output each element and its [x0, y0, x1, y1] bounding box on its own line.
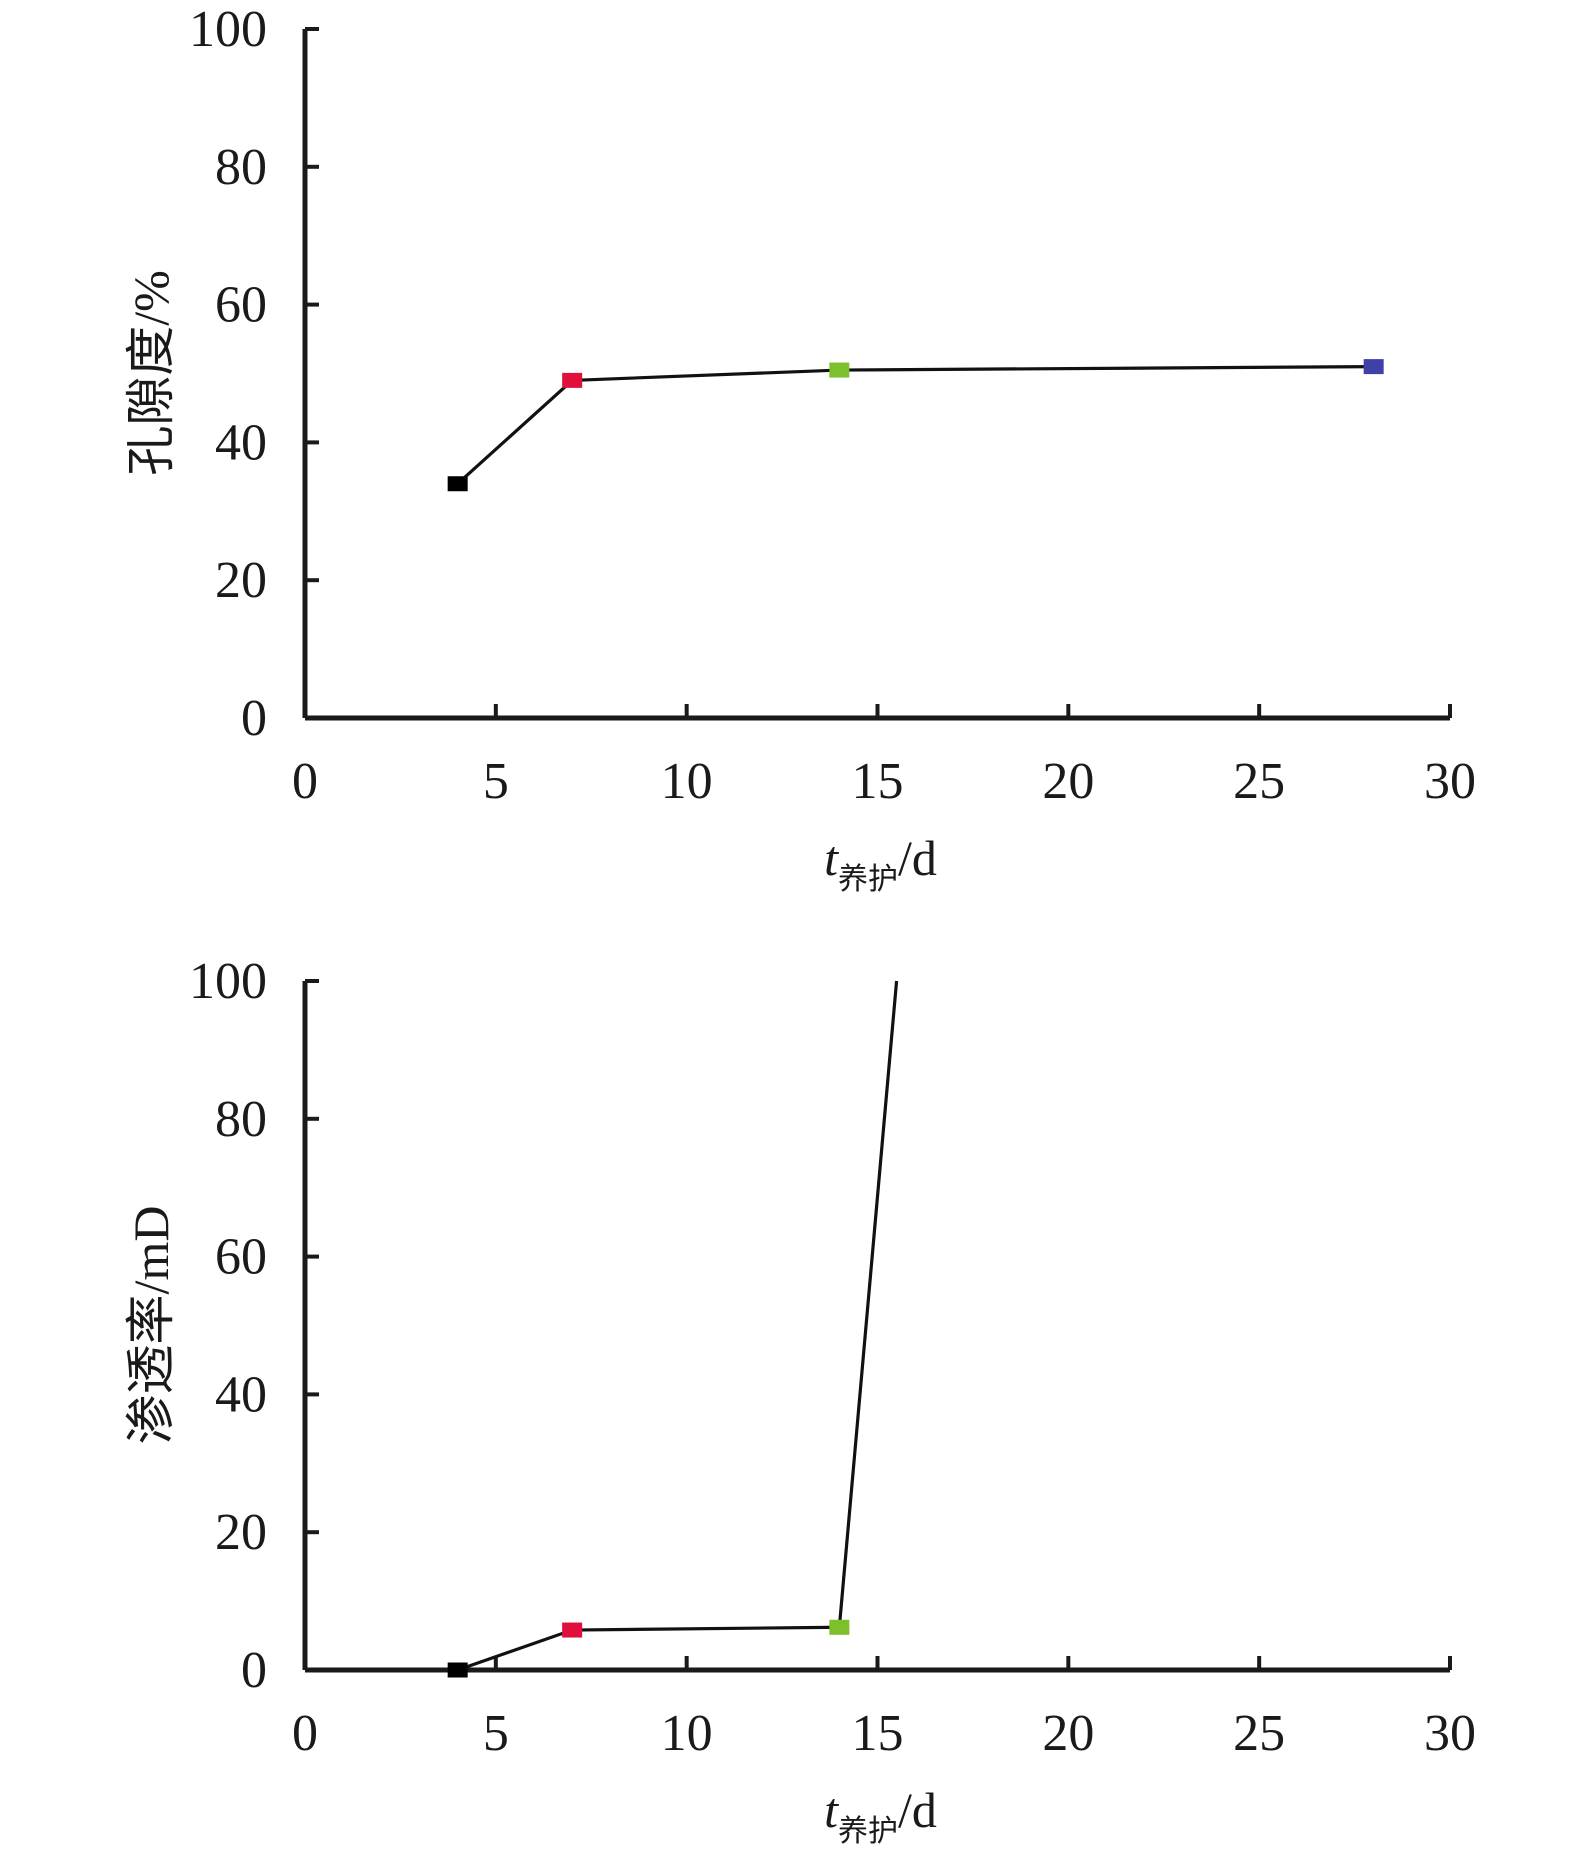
y-tick-label: 100 — [189, 1, 267, 58]
x-tick-label: 25 — [1233, 1705, 1285, 1762]
y-tick-label: 0 — [241, 1642, 267, 1699]
x-axis-title-subscript: 养护 — [838, 1815, 898, 1848]
x-tick-label: 15 — [852, 1705, 904, 1762]
series-line — [456, 365, 1374, 485]
y-tick-label: 80 — [215, 139, 267, 196]
chart-panel-2: 0 20 40 60 80 100 0 5 10 15 20 25 30 渗透率/mD t养护/d — [123, 953, 1476, 1848]
x-tick-label: 30 — [1424, 1705, 1476, 1762]
y-tick-label: 40 — [215, 1366, 267, 1423]
x-tick-label: 25 — [1233, 753, 1285, 810]
x-tick-label: 10 — [661, 1705, 713, 1762]
data-point-marker — [447, 1662, 468, 1678]
x-axis-title-subscript: 养护 — [838, 863, 898, 896]
x-tick-label: 15 — [852, 753, 904, 810]
y-axis-title: 渗透率/mD — [123, 1206, 179, 1445]
y-tick-label: 100 — [189, 953, 267, 1010]
x-tick-label: 10 — [661, 753, 713, 810]
x-axis-title-unit: /d — [898, 1782, 937, 1838]
y-tick-label: 60 — [215, 1229, 267, 1286]
y-tick-label: 20 — [215, 1504, 267, 1561]
x-tick-label: 0 — [292, 1705, 318, 1762]
chart-panel-1: 0 20 40 60 80 100 0 5 10 15 20 25 30 孔隙度/% t养护/d — [123, 1, 1476, 896]
data-point-marker — [1363, 359, 1384, 375]
y-tick-label: 40 — [215, 414, 267, 471]
data-point-marker — [447, 476, 468, 492]
x-tick-label: 20 — [1042, 1705, 1094, 1762]
y-tick-label: 20 — [215, 552, 267, 609]
y-tick-label: 0 — [241, 690, 267, 747]
series-line — [457, 980, 899, 1672]
data-point-marker — [829, 362, 850, 378]
x-axis-title-var: t — [824, 1782, 839, 1838]
x-axis-title: t养护/d — [824, 1782, 937, 1848]
x-tick-label: 0 — [292, 753, 318, 810]
data-point-marker — [562, 372, 583, 388]
x-tick-label: 30 — [1424, 753, 1476, 810]
x-tick-label: 20 — [1042, 753, 1094, 810]
x-tick-label: 5 — [483, 1705, 509, 1762]
x-tick-label: 5 — [483, 753, 509, 810]
x-axis-title: t养护/d — [824, 830, 937, 896]
data-point-marker — [562, 1622, 583, 1638]
data-point-marker — [829, 1619, 850, 1635]
y-tick-label: 80 — [215, 1091, 267, 1148]
x-axis-title-unit: /d — [898, 830, 937, 886]
x-axis-title-var: t — [824, 830, 839, 886]
y-axis-title: 孔隙度/% — [123, 270, 179, 476]
y-tick-label: 60 — [215, 277, 267, 334]
